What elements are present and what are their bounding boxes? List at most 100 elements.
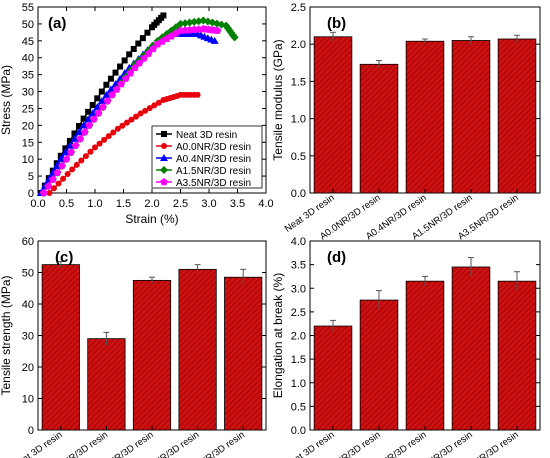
marker-circle (78, 157, 85, 164)
marker-square (94, 95, 101, 102)
marker-square (103, 81, 110, 88)
y-tick-label: 40 (22, 299, 34, 311)
marker-circle (155, 99, 162, 106)
marker-circle (87, 148, 94, 155)
y-tick-label: 40 (22, 53, 34, 65)
bar (224, 276, 263, 431)
y-axis-label: Stress (MPa) (0, 65, 13, 135)
bar (178, 268, 217, 431)
marker-square (139, 35, 146, 42)
marker-triangle (88, 109, 97, 117)
y-tick-label: 3.0 (291, 283, 306, 295)
marker-triangle (93, 103, 102, 111)
x-tick-label: 4.0 (258, 198, 273, 210)
marker-pentagon (53, 168, 62, 176)
marker-pentagon (149, 44, 157, 53)
y-tick-label: 1.5 (291, 354, 306, 366)
y-tick-label: 20 (22, 362, 34, 374)
marker-pentagon (117, 80, 126, 88)
y-axis-label: Tensile strength (MPa) (0, 275, 13, 395)
y-tick-label: 55 (22, 2, 34, 14)
bar (451, 40, 491, 194)
marker-pentagon (135, 59, 144, 67)
panel-a-stress-strain: 0 5 10 15 20 25 30 35 40 45 50 55 0.0 0.5 1.0 1.5 2.0 2.5… (0, 2, 274, 226)
marker-triangle (65, 141, 74, 149)
marker-circle (161, 143, 167, 149)
bar (132, 279, 172, 431)
bar (497, 280, 537, 431)
bar (359, 63, 399, 194)
marker-triangle (102, 90, 111, 98)
marker-triangle (106, 85, 115, 93)
marker-circle (137, 110, 144, 117)
marker-triangle (111, 80, 120, 88)
marker-diamond (230, 33, 239, 42)
panel-c-tensile-strength: 0 10 20 30 40 50 60 Tensile strength (MPa) Neat … (0, 236, 267, 458)
marker-circle (105, 133, 112, 140)
marker-pentagon (160, 178, 168, 186)
marker-circle (60, 175, 67, 182)
y-tick-label: 0 (28, 188, 34, 200)
x-tick-label: 3.5 (230, 198, 245, 210)
legend-entry: A0.0NR/3D resin (176, 142, 251, 153)
marker-square (121, 57, 128, 64)
bar (313, 325, 353, 431)
marker-pentagon (44, 182, 53, 190)
panel-label: (d) (327, 249, 346, 266)
y-tick-label: 50 (22, 268, 34, 280)
bar (451, 266, 491, 431)
marker-pentagon (126, 69, 135, 77)
marker-circle (151, 102, 158, 109)
marker-pentagon (49, 175, 57, 183)
x-tick-label: 0.5 (59, 198, 74, 210)
marker-circle (64, 171, 71, 178)
y-tick-label: 10 (22, 154, 34, 166)
marker-square (107, 75, 114, 82)
y-tick-label: 0 (28, 425, 34, 437)
bar (87, 338, 126, 431)
y-tick-label: 1.5 (291, 76, 306, 88)
marker-square (130, 45, 137, 52)
marker-circle (73, 161, 80, 168)
y-tick-label: 45 (22, 36, 34, 48)
marker-pentagon (90, 115, 98, 123)
y-tick-label: 30 (22, 331, 34, 343)
marker-circle (69, 166, 76, 173)
panel-label: (a) (48, 15, 66, 32)
series-4 (39, 24, 222, 197)
bar (405, 40, 445, 194)
y-tick-label: 60 (22, 236, 34, 248)
y-tick-label: 20 (22, 120, 34, 132)
marker-square (66, 137, 73, 144)
marker-pentagon (71, 141, 80, 149)
bar (313, 36, 353, 194)
marker-triangle (52, 161, 61, 169)
marker-square (161, 131, 167, 137)
marker-circle (119, 122, 126, 129)
marker-circle (123, 119, 130, 126)
y-tick-label: 2.0 (291, 39, 306, 51)
y-axis-label: Tensile modulus (GPa) (271, 39, 285, 160)
marker-pentagon (213, 26, 222, 34)
y-tick-label: 0.5 (291, 401, 306, 413)
bar (497, 38, 537, 194)
marker-circle (133, 113, 140, 120)
marker-square (144, 29, 151, 36)
marker-circle (146, 105, 153, 112)
marker-pentagon (94, 109, 103, 117)
marker-square (135, 40, 142, 47)
marker-circle (110, 129, 117, 136)
y-tick-label: 2.5 (291, 2, 306, 14)
marker-circle (46, 190, 53, 196)
marker-circle (92, 144, 98, 151)
marker-square (71, 130, 78, 137)
x-tick-label: 2.5 (173, 198, 188, 210)
marker-triangle (75, 128, 84, 136)
marker-diamond (160, 166, 168, 174)
bar (359, 299, 399, 431)
marker-square (112, 69, 119, 76)
marker-square (117, 63, 124, 70)
x-axis-label: Strain (%) (125, 212, 178, 226)
